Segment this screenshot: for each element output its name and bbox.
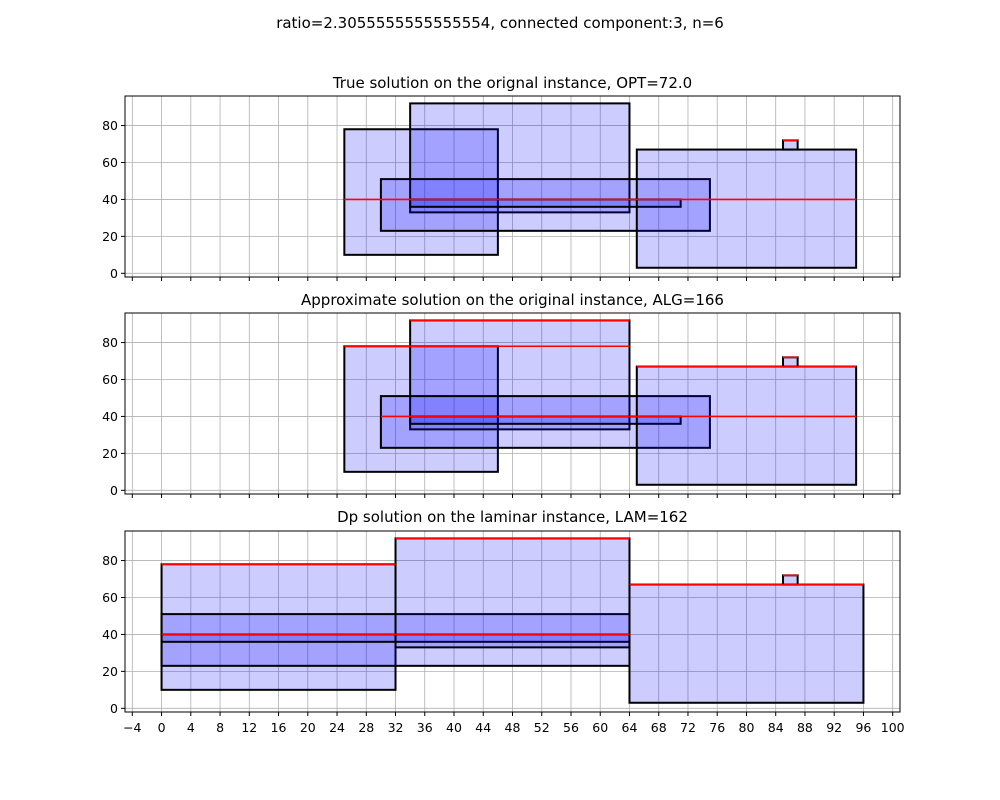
- x-tick-label: 4: [187, 720, 195, 735]
- y-tick-label: 0: [110, 701, 118, 716]
- x-tick-label: 40: [446, 720, 462, 735]
- x-tick-label: 28: [358, 720, 374, 735]
- y-tick-label: 60: [102, 372, 118, 387]
- rectangle-5: [782, 139, 799, 151]
- plot-area: [125, 313, 900, 494]
- rectangle-5: [782, 356, 799, 368]
- x-tick-label: 84: [768, 720, 784, 735]
- rectangle-0: [343, 128, 499, 256]
- x-tick-label: 52: [534, 720, 550, 735]
- y-tick-label: 20: [102, 229, 118, 244]
- x-tick-label: 20: [300, 720, 316, 735]
- x-tick-label: 48: [505, 720, 521, 735]
- y-tick-label: 60: [102, 155, 118, 170]
- y-tick-label: 40: [102, 627, 118, 642]
- rectangle-3: [394, 537, 631, 649]
- rectangle-1: [409, 102, 631, 214]
- rectangle-4: [635, 148, 858, 269]
- rectangle-1: [409, 319, 631, 431]
- y-tick-label: 80: [102, 118, 118, 133]
- x-tick-label: 0: [158, 720, 166, 735]
- plot-area: [125, 531, 900, 712]
- x-tick-label: 72: [680, 720, 696, 735]
- y-tick-label: 0: [110, 483, 118, 498]
- x-tick-label: 36: [417, 720, 433, 735]
- y-tick-label: 80: [102, 335, 118, 350]
- rectangle-4: [628, 583, 865, 704]
- y-tick-label: 80: [102, 553, 118, 568]
- x-tick-label: 56: [563, 720, 579, 735]
- x-tick-label: 76: [709, 720, 725, 735]
- panel-approximate-solution: Approximate solution on the original ins…: [102, 291, 901, 498]
- plot-area: [125, 96, 900, 277]
- rectangle-0: [160, 563, 397, 691]
- y-tick-label: 40: [102, 192, 118, 207]
- y-tick-label: 40: [102, 409, 118, 424]
- x-tick-label: 8: [216, 720, 224, 735]
- x-tick-label: 12: [241, 720, 257, 735]
- x-tick-label: 24: [329, 720, 345, 735]
- x-tick-label: 96: [855, 720, 871, 735]
- figure-suptitle: ratio=2.3055555555555554, connected comp…: [276, 14, 724, 32]
- rectangle-5: [782, 574, 799, 586]
- panel-true-solution: True solution on the orignal instance, O…: [102, 74, 901, 281]
- rectangle-0: [343, 345, 499, 473]
- rectangle-4: [635, 365, 858, 486]
- x-tick-label: 80: [739, 720, 755, 735]
- y-tick-label: 20: [102, 446, 118, 461]
- x-tick-label: 92: [826, 720, 842, 735]
- rectangle-2: [379, 395, 711, 449]
- x-tick-label: 60: [592, 720, 608, 735]
- x-tick-label: 64: [622, 720, 638, 735]
- x-tick-label: 88: [797, 720, 813, 735]
- x-tick-label: 100: [881, 720, 905, 735]
- panel-dp-solution: Dp solution on the laminar instance, LAM…: [102, 508, 905, 735]
- y-tick-label: 0: [110, 266, 118, 281]
- y-tick-label: 20: [102, 664, 118, 679]
- x-tick-label: 68: [651, 720, 667, 735]
- x-tick-label: 16: [271, 720, 287, 735]
- y-tick-label: 60: [102, 590, 118, 605]
- panel-title: Approximate solution on the original ins…: [301, 291, 724, 309]
- x-tick-label: 44: [475, 720, 491, 735]
- rectangle-2: [379, 178, 711, 232]
- panel-title: True solution on the orignal instance, O…: [332, 74, 692, 92]
- x-tick-label: 32: [388, 720, 404, 735]
- panel-title: Dp solution on the laminar instance, LAM…: [337, 508, 688, 526]
- x-tick-label: −4: [123, 720, 141, 735]
